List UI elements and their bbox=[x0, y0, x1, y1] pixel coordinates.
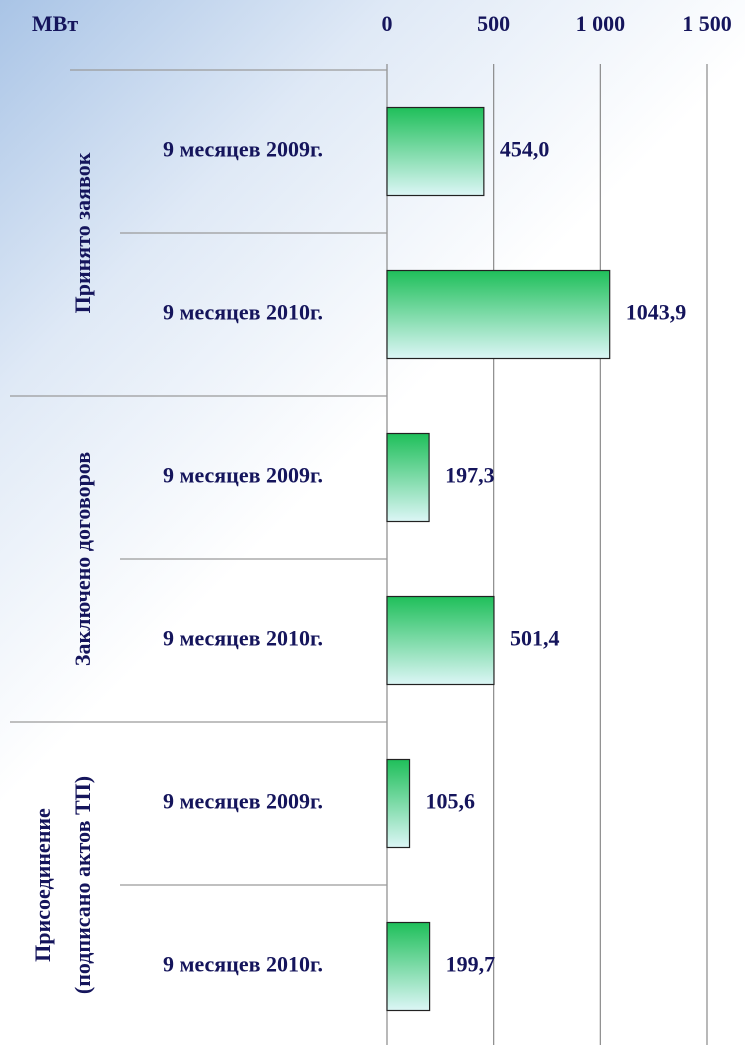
bar bbox=[386, 921, 431, 1012]
value-label: 454,0 bbox=[500, 137, 550, 162]
value-label: 501,4 bbox=[510, 626, 560, 651]
x-tick-label: 0 bbox=[382, 11, 393, 36]
bar bbox=[386, 595, 495, 686]
category-label: 9 месяцев 2010г. bbox=[163, 300, 323, 325]
value-label: 197,3 bbox=[445, 463, 495, 488]
category-label: 9 месяцев 2010г. bbox=[163, 626, 323, 651]
group-label: Присоединение bbox=[30, 808, 55, 962]
category-label: 9 месяцев 2010г. bbox=[163, 952, 323, 977]
bar bbox=[386, 432, 430, 523]
bar bbox=[386, 269, 611, 360]
bar bbox=[386, 758, 411, 849]
value-label: 105,6 bbox=[426, 789, 476, 814]
x-tick-label: 1 000 bbox=[576, 11, 626, 36]
category-label: 9 месяцев 2009г. bbox=[163, 463, 323, 488]
unit-label: МВт bbox=[32, 11, 78, 36]
group-label: Заключено договоров bbox=[70, 452, 95, 666]
x-tick-label: 500 bbox=[477, 11, 510, 36]
category-label: 9 месяцев 2009г. bbox=[163, 789, 323, 814]
bar bbox=[386, 106, 485, 197]
value-label: 1043,9 bbox=[626, 300, 687, 325]
group-label: Принято заявок bbox=[70, 152, 95, 313]
category-label: 9 месяцев 2009г. bbox=[163, 137, 323, 162]
group-label: (подписано актов ТП) bbox=[70, 776, 95, 994]
x-tick-label: 1 500 bbox=[682, 11, 732, 36]
value-label: 199,7 bbox=[446, 952, 496, 977]
